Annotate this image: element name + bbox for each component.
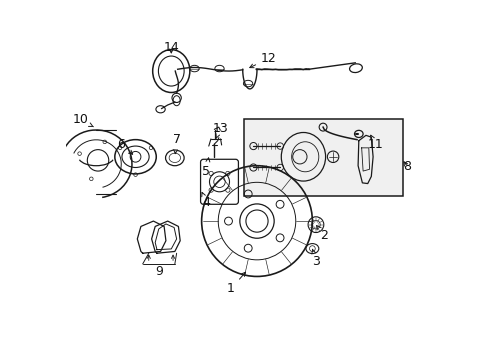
- Text: 5: 5: [202, 158, 210, 177]
- Text: 7: 7: [172, 134, 180, 154]
- Text: 11: 11: [367, 135, 383, 152]
- Text: 14: 14: [163, 41, 179, 54]
- Bar: [244, 119, 403, 196]
- Text: 3: 3: [311, 249, 319, 268]
- Text: 4: 4: [202, 193, 210, 209]
- Text: 12: 12: [249, 52, 276, 68]
- Text: 2: 2: [316, 225, 327, 242]
- Bar: [244, 119, 403, 196]
- Text: 1: 1: [226, 272, 245, 296]
- Text: 13: 13: [212, 122, 227, 138]
- Text: 9: 9: [155, 265, 163, 278]
- Text: 8: 8: [402, 160, 410, 173]
- Text: 10: 10: [72, 113, 93, 127]
- Text: 6: 6: [117, 138, 132, 154]
